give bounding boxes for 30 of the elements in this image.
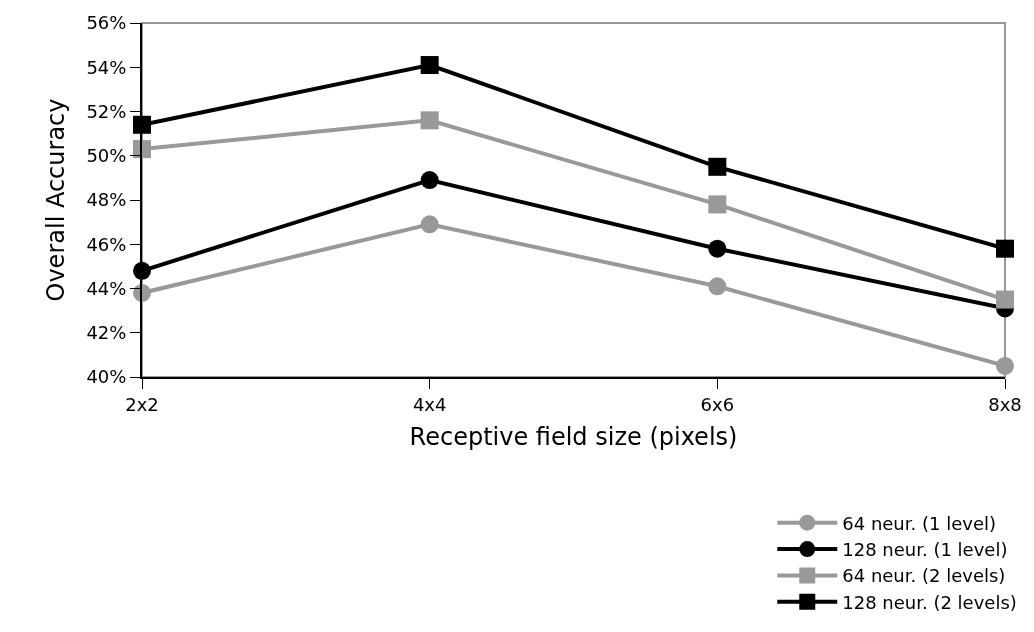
y-tick-label: 50% [86, 145, 127, 167]
legend-label: 128 neur. (1 level) [842, 539, 1008, 561]
x-tick-label: 8x8 [988, 393, 1022, 415]
y-tick-label: 54% [86, 56, 127, 78]
point [420, 111, 439, 130]
point [420, 171, 439, 190]
point [420, 56, 439, 75]
legend-label: 64 neur. (1 level) [842, 512, 996, 534]
y-tick-label: 52% [86, 100, 127, 122]
point [996, 239, 1014, 258]
y-tick-label: 48% [86, 189, 127, 211]
point [708, 195, 727, 214]
x-tick-label: 2x2 [125, 393, 159, 415]
y-tick-label: 42% [86, 322, 127, 344]
point [996, 290, 1014, 309]
x-tick-label: 4x4 [412, 393, 447, 415]
point [708, 157, 727, 176]
y-tick-label: 56% [86, 12, 127, 34]
x-axis-title: Receptive field size (pixels) [409, 423, 738, 452]
point [996, 356, 1014, 375]
point [708, 239, 727, 258]
y-tick-label: 44% [86, 277, 127, 299]
point [708, 277, 727, 296]
legend-label: 128 neur. (2 levels) [842, 591, 1017, 613]
legend-label: 64 neur. (2 levels) [842, 565, 1006, 587]
y-tick-label: 46% [86, 233, 127, 255]
x-tick-label: 6x6 [700, 393, 735, 415]
y-tick-label: 40% [86, 366, 127, 388]
y-axis-title: Overall Accuracy [41, 98, 70, 302]
point [420, 215, 439, 234]
